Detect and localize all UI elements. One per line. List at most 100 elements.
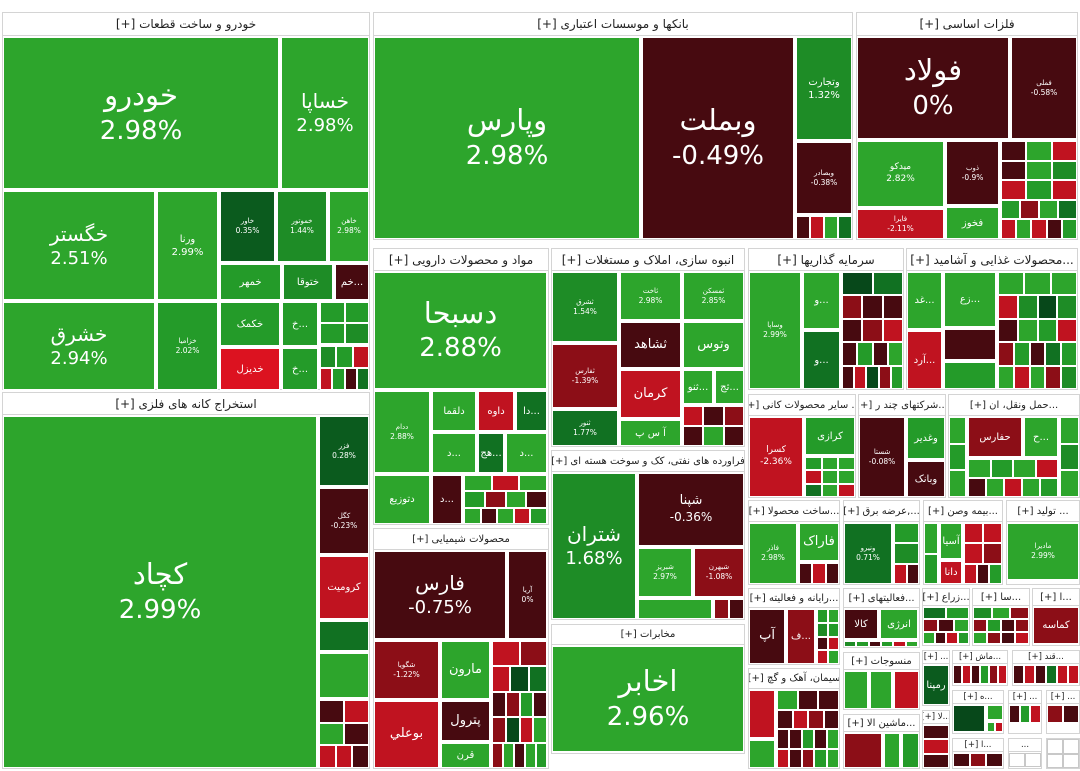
stock-tile[interactable]: مادیرا 2.99% [1007,523,1079,580]
mini-tile[interactable] [1045,365,1062,390]
mini-tile[interactable] [872,272,903,296]
stock-tile[interactable]: ...ثنو [683,370,713,404]
mini-tile[interactable] [484,491,506,508]
sector-header-computer[interactable]: ...رایانه و فعالیته [+] [748,588,840,608]
stock-tile[interactable]: فایرا -2.11% [857,209,944,239]
mini-tile[interactable] [1061,365,1077,390]
mini-tile[interactable] [838,470,855,484]
mini-tile[interactable] [969,753,987,767]
mini-tile[interactable] [923,753,949,768]
mini-tile[interactable] [821,470,839,484]
mini-tile[interactable] [1026,160,1052,181]
mini-tile[interactable] [1051,141,1077,161]
sector-header-banks[interactable]: بانکها و موسسات اعتباری [+] [373,12,853,36]
mini-tile[interactable] [1046,219,1062,239]
stock-tile[interactable]: ...ثج [715,370,744,404]
stock-tile[interactable] [638,599,712,619]
mini-tile[interactable] [817,650,828,664]
mini-tile[interactable] [924,553,938,584]
mini-tile[interactable] [923,607,946,620]
stock-tile[interactable]: اخابر 2.96% [552,646,744,752]
mini-tile[interactable] [983,523,1002,544]
sector-header-rampna[interactable]: ... [+] [922,650,950,664]
stock-tile[interactable]: وبصادر -0.38% [796,142,852,214]
mini-tile[interactable] [1015,631,1029,644]
sector-header-transport[interactable]: ...حمل ونقل، ان [+] [948,394,1080,416]
stock-tile[interactable]: ذوب -0.9% [946,141,999,205]
mini-tile[interactable] [320,323,345,344]
mini-tile[interactable] [1037,295,1058,319]
stock-tile[interactable]: دتوزیع [374,475,430,524]
mini-tile[interactable] [825,563,839,584]
mini-tile[interactable] [519,691,534,718]
stock-tile[interactable]: ثمسکن 2.85% [683,272,744,320]
mini-tile[interactable] [510,666,529,692]
mini-tile[interactable] [336,346,353,368]
stock-tile[interactable]: دانا [940,561,962,584]
mini-tile[interactable] [1001,141,1027,161]
mini-tile[interactable] [828,622,839,637]
stock-tile[interactable]: ...غد [907,272,942,329]
mini-tile[interactable] [894,543,919,564]
stock-tile[interactable]: ...خ [282,348,318,390]
mini-tile[interactable] [536,742,547,769]
mini-tile[interactable] [991,607,1011,620]
stock-tile[interactable]: وساپا 2.99% [749,272,801,389]
mini-tile[interactable] [938,619,954,632]
mini-tile[interactable] [962,665,971,684]
mini-tile[interactable] [1004,478,1022,497]
mini-tile[interactable] [1013,342,1030,366]
mini-tile[interactable] [957,631,969,644]
mini-tile[interactable] [1001,631,1015,644]
stock-tile[interactable]: خمهر [220,264,281,300]
mini-tile[interactable] [821,483,839,497]
stock-tile[interactable]: خاهن 2.98% [329,191,369,262]
stock-tile[interactable]: وبملت -0.49% [642,37,794,239]
mini-tile[interactable] [1029,365,1046,390]
mini-tile[interactable] [703,406,724,426]
mini-tile[interactable] [464,491,485,508]
stock-tile[interactable]: پترول [441,701,490,741]
stock-tile[interactable]: ...ف [787,609,815,664]
stock-tile[interactable]: وتجارت 1.32% [796,37,852,140]
mini-tile[interactable] [998,342,1014,366]
mini-tile[interactable] [804,483,822,497]
mini-tile[interactable] [1037,318,1058,343]
stock-tile[interactable]: خدیزل [220,348,280,390]
sector-header-misc2[interactable]: ... [+] [1046,690,1080,704]
stock-tile[interactable]: وبانک [907,461,945,497]
stock-tile[interactable] [987,705,1003,720]
mini-tile[interactable] [862,295,883,319]
mini-tile[interactable] [868,641,882,647]
mini-tile[interactable] [352,745,369,769]
stock-tile[interactable]: شگویا -1.22% [374,641,439,699]
mini-tile[interactable] [1047,753,1063,768]
sector-header-machinery[interactable]: ...ماشین الا [+] [843,714,920,732]
mini-tile[interactable] [854,365,867,390]
sector-header-he[interactable]: ...ه [+] [952,690,1004,704]
mini-tile[interactable] [964,543,983,564]
stock-tile[interactable]: خگستر 2.51% [3,191,155,300]
stock-tile[interactable] [894,671,919,709]
mini-tile[interactable] [1016,219,1032,239]
mini-tile[interactable] [862,318,883,343]
stock-tile[interactable]: فولاد 0% [857,37,1009,139]
sector-header-la[interactable]: ...لا [+] [922,710,950,724]
mini-tile[interactable] [513,507,531,524]
stock-tile[interactable]: کماسه [1033,607,1079,644]
mini-tile[interactable] [797,690,819,710]
sector-header-insurance[interactable]: ...بیمه وصن [+] [923,500,1003,522]
mini-tile[interactable] [953,665,962,684]
stock-tile[interactable]: فارس -0.75% [374,551,506,639]
mini-tile[interactable] [842,272,873,296]
stock-tile[interactable] [844,733,882,768]
stock-tile[interactable]: ثشرق 1.54% [552,272,618,342]
sector-header-mining[interactable]: استخراج کانه های فلزی [+] [2,392,370,415]
stock-tile[interactable]: ...آرد [907,331,942,389]
stock-tile[interactable]: خکمک [220,302,280,346]
mini-tile[interactable] [1001,619,1015,632]
mini-tile[interactable] [1051,180,1077,200]
mini-tile[interactable] [964,523,983,544]
mini-tile[interactable] [703,426,724,446]
mini-tile[interactable] [344,722,369,746]
